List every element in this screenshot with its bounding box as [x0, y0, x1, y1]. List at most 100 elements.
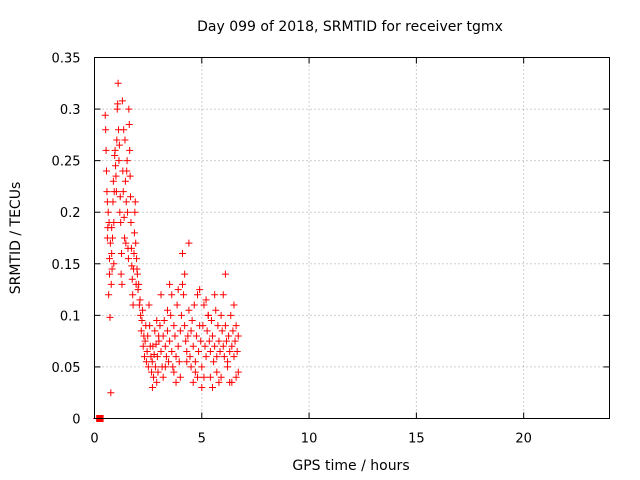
y-tick-label: 0.2	[60, 206, 81, 221]
data-point	[130, 229, 138, 237]
data-point	[114, 79, 122, 87]
data-point	[174, 286, 182, 294]
x-tick-label: 20	[515, 432, 532, 447]
y-tick-label: 0.05	[52, 361, 81, 376]
data-point	[108, 224, 116, 232]
data-point	[191, 368, 199, 376]
data-point	[216, 347, 224, 355]
data-point	[202, 296, 210, 304]
data-point	[203, 327, 211, 335]
data-point	[148, 358, 156, 366]
data-point	[194, 291, 201, 299]
data-point	[125, 105, 133, 113]
data-point	[120, 213, 128, 221]
data-point	[218, 327, 226, 335]
data-point	[159, 332, 167, 340]
data-point	[182, 337, 190, 345]
data-point	[200, 373, 208, 381]
data-point	[209, 384, 217, 392]
y-tick-label: 0.1	[60, 309, 81, 324]
data-point	[187, 327, 195, 335]
data-point	[212, 306, 220, 314]
y-tick-label: 0.25	[52, 155, 81, 170]
data-point	[148, 368, 156, 376]
data-point	[127, 193, 135, 201]
data-point	[106, 239, 114, 247]
data-point	[153, 317, 161, 325]
grid	[94, 57, 610, 419]
ticks	[94, 57, 610, 419]
data-point	[117, 219, 125, 227]
data-point	[200, 301, 208, 309]
data-point	[211, 342, 219, 350]
data-point	[109, 234, 117, 242]
data-point	[124, 255, 132, 263]
x-tick-label: 0	[90, 432, 98, 447]
data-point	[184, 332, 192, 340]
data-point	[234, 368, 242, 376]
data-point	[153, 378, 161, 386]
data-point	[230, 353, 238, 361]
data-point	[115, 157, 123, 165]
data-point	[217, 373, 225, 381]
data-point	[166, 337, 174, 345]
data-point	[210, 358, 218, 366]
data-point	[119, 188, 127, 196]
data-point	[229, 327, 237, 335]
data-point	[178, 249, 186, 257]
data-point	[211, 291, 219, 299]
data-point	[131, 198, 139, 206]
data-point	[160, 317, 168, 325]
data-point	[112, 188, 120, 196]
data-point	[189, 378, 197, 386]
data-point	[183, 358, 191, 366]
data-point	[155, 337, 163, 345]
data-point	[195, 347, 203, 355]
x-tick-label: 15	[408, 432, 425, 447]
data-point	[156, 322, 164, 330]
data-point	[221, 322, 229, 330]
data-point	[178, 280, 186, 288]
data-point	[205, 337, 213, 345]
data-point	[110, 260, 118, 268]
data-point	[118, 249, 126, 257]
data-point	[154, 368, 162, 376]
data-point	[146, 322, 154, 330]
data-point	[140, 353, 148, 361]
data-point	[207, 317, 215, 325]
data-point	[161, 342, 169, 350]
data-point	[191, 358, 199, 366]
data-point	[227, 311, 235, 319]
data-point	[102, 146, 110, 154]
data-point	[176, 373, 184, 381]
data-point	[163, 306, 171, 314]
data-point	[173, 301, 181, 309]
data-point	[172, 378, 180, 386]
data-point	[165, 358, 173, 366]
data-point	[226, 347, 234, 355]
data-point	[215, 378, 223, 386]
data-point	[188, 317, 196, 325]
data-point	[117, 270, 125, 278]
data-point	[107, 389, 115, 397]
data-point	[121, 136, 129, 144]
data-point	[234, 332, 242, 340]
data-point	[135, 280, 143, 288]
data-point	[141, 337, 149, 345]
data-point	[157, 347, 165, 355]
data-point	[143, 347, 151, 355]
data-point	[206, 373, 214, 381]
data-point	[105, 291, 113, 299]
data-point	[213, 353, 221, 361]
x-tick-label: 10	[301, 432, 318, 447]
data-point	[103, 188, 111, 196]
data-point	[175, 358, 183, 366]
chart-title: Day 099 of 2018, SRMTID for receiver tgm…	[197, 19, 503, 35]
data-point	[109, 198, 117, 206]
data-point	[231, 337, 239, 345]
y-tick-label: 0.3	[60, 103, 81, 118]
data-points	[93, 79, 242, 422]
data-point	[192, 332, 200, 340]
data-point	[163, 327, 171, 335]
